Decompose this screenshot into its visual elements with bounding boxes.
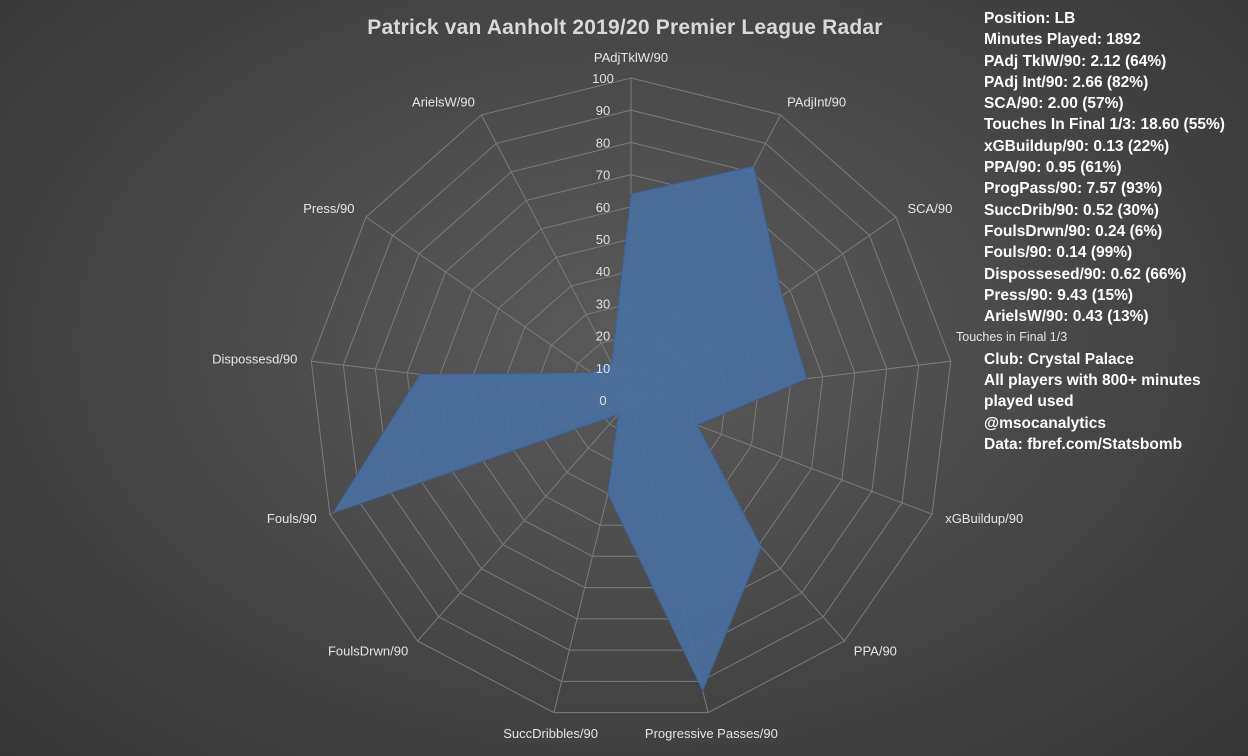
grid-spoke [417,399,632,642]
info-line: Dispossesed/90: 0.62 (66%) [984,265,1187,283]
axis-label: Fouls/90 [267,511,317,526]
info-line: PAdj TklW/90: 2.12 (64%) [984,52,1167,70]
tick-label: 10 [596,361,610,376]
chart-title: Patrick van Aanholt 2019/20 Premier Leag… [367,16,883,39]
info-line: Touches In Final 1/3: 18.60 (55%) [984,116,1225,134]
axis-label: Press/90 [303,201,354,216]
info-line: Position: LB [984,10,1076,27]
tick-label: 20 [596,329,610,344]
axis-label: xGBuildup/90 [945,511,1023,526]
grid-ring [438,206,824,589]
info-line: Press/90: 9.43 (15%) [984,286,1134,304]
sample-note: All players with 800+ minutes played use… [984,372,1201,411]
axis-label: SuccDribbles/90 [503,726,598,741]
tick-label: 30 [596,296,610,311]
info-line: PPA/90: 0.95 (61%) [984,159,1122,177]
info-line: FoulsDrwn/90: 0.24 (6%) [984,222,1163,240]
grid-ring [374,141,888,651]
info-line: ProgPass/90: 7.57 (93%) [984,180,1163,198]
axis-label: FoulsDrwn/90 [328,644,408,659]
info-panel: Position: LB Minutes Played: 1892 PAdj T… [956,8,1246,455]
grid-ring [342,109,920,682]
author-handle: @msocanalytics [984,414,1106,432]
info-line: PAdj Int/90: 2.66 (82%) [984,73,1149,91]
grid-spoke [365,216,632,401]
tick-label: 40 [596,264,610,279]
tick-label: 80 [596,135,610,150]
info-line: xGBuildup/90: 0.13 (22%) [984,137,1170,155]
grid-ring [310,77,952,714]
tick-label: 90 [596,103,610,118]
tick-label: 60 [596,200,610,215]
info-line: ArielsW/90: 0.43 (13%) [984,308,1149,326]
series-area [331,165,808,693]
info-line: SuccDrib/90: 0.52 (30%) [984,201,1159,219]
axis-label: PAdjTklW/90 [594,50,668,65]
info-line: SCA/90: 2.00 (57%) [984,95,1124,113]
axis-label: PAdjInt/90 [787,95,846,110]
tick-label: 100 [592,71,614,86]
axis-label: SCA/90 [908,201,953,216]
grid-ring [406,174,856,620]
axis-label: PPA/90 [854,644,897,659]
club-label: Club: Crystal Palace [984,350,1134,368]
tick-label: 70 [596,168,610,183]
axis-label-touches-final-third: Touches in Final 1/3 [956,330,1068,345]
tick-label: 50 [596,232,610,247]
info-line: Fouls/90: 0.14 (99%) [984,244,1133,262]
data-source: Data: fbref.com/Statsbomb [984,435,1183,453]
grid-spoke [480,114,632,401]
info-line: Minutes Played: 1892 [984,31,1141,49]
axis-label: Progressive Passes/90 [645,726,778,741]
tick-label: 0 [599,393,606,408]
axis-label: ArielsW/90 [412,95,475,110]
axis-label: Dispossesd/90 [212,352,297,367]
